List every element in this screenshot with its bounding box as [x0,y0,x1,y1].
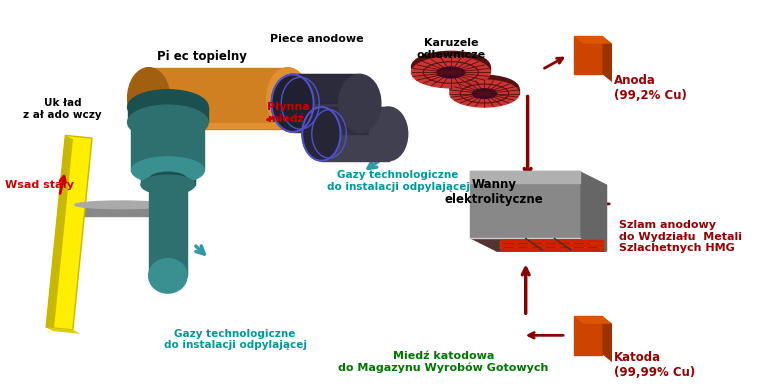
Polygon shape [470,239,607,252]
Ellipse shape [149,258,187,293]
Ellipse shape [584,241,587,243]
Ellipse shape [149,172,187,188]
Bar [322,107,389,134]
Ellipse shape [149,268,187,283]
Polygon shape [46,135,73,331]
Ellipse shape [437,67,465,78]
Ellipse shape [556,244,559,246]
Ellipse shape [271,74,314,132]
Text: Szlam anodowy
do Wydziału  Metali
Szlachetnych HMG: Szlam anodowy do Wydziału Metali Szlache… [619,220,741,253]
Bar [574,316,603,355]
Ellipse shape [450,80,519,107]
Ellipse shape [338,74,381,132]
Bar [290,77,301,89]
Bar [450,89,519,93]
Ellipse shape [267,68,309,129]
Ellipse shape [556,241,559,243]
Ellipse shape [543,244,545,246]
Bar [160,201,170,220]
Polygon shape [46,327,81,334]
Polygon shape [603,36,612,82]
Ellipse shape [543,247,545,249]
Ellipse shape [528,241,531,243]
Bar [149,68,288,129]
Ellipse shape [501,244,503,246]
Ellipse shape [514,244,517,246]
Ellipse shape [127,90,208,124]
Text: Wanny
elektrolityczne: Wanny elektrolityczne [445,178,543,206]
Ellipse shape [141,158,195,177]
Ellipse shape [528,244,531,246]
Ellipse shape [127,68,170,129]
Bar [131,122,204,170]
Polygon shape [46,135,92,330]
Bar [470,171,581,239]
Bar [411,67,490,72]
Ellipse shape [411,51,490,82]
Ellipse shape [584,247,587,249]
Ellipse shape [598,247,601,249]
Text: Płynna
miedź: Płynna miedź [267,102,309,124]
Polygon shape [603,316,612,362]
Ellipse shape [598,244,601,246]
Bar [322,107,389,161]
Ellipse shape [570,247,573,249]
Text: Katoda
(99,99% Cu): Katoda (99,99% Cu) [614,351,695,378]
Text: Wsad stały: Wsad stały [5,180,74,190]
Ellipse shape [303,107,341,161]
Ellipse shape [370,107,408,161]
Bar [293,74,360,132]
Bar [574,36,603,74]
Text: Pi ec topielny: Pi ec topielny [156,50,246,63]
Ellipse shape [570,241,573,243]
Polygon shape [149,123,288,129]
Bar [470,171,581,183]
Text: Anoda
(99,2% Cu): Anoda (99,2% Cu) [614,74,687,102]
Ellipse shape [598,241,601,243]
Text: Uk ład
z ał ado wczy: Uk ład z ał ado wczy [23,99,101,120]
Bar [355,93,364,103]
Bar [149,180,187,276]
Bar [384,127,393,137]
Bar [141,167,195,185]
Ellipse shape [75,201,168,209]
Ellipse shape [472,89,497,98]
Bar [319,115,328,124]
Text: Miedź katodowa
do Magazynu Wyrobów Gotowych: Miedź katodowa do Magazynu Wyrobów Gotow… [338,351,549,373]
Ellipse shape [514,241,517,243]
Text: Gazy technologiczne
do instalacji odpylającej: Gazy technologiczne do instalacji odpyla… [164,328,306,350]
Ellipse shape [131,109,204,136]
Ellipse shape [584,244,587,246]
Bar [127,107,208,122]
Ellipse shape [131,157,204,184]
Ellipse shape [528,247,531,249]
Polygon shape [581,171,607,252]
Text: Karuzele
odlewnicze: Karuzele odlewnicze [416,38,485,59]
Ellipse shape [501,247,503,249]
Ellipse shape [127,105,208,140]
Bar [293,74,360,103]
Ellipse shape [556,247,559,249]
Bar [75,205,168,216]
Polygon shape [574,316,612,324]
Ellipse shape [450,75,519,102]
Ellipse shape [501,241,503,243]
Text: Piece anodowe: Piece anodowe [270,34,363,44]
Ellipse shape [514,247,517,249]
Ellipse shape [411,57,490,88]
Ellipse shape [141,175,195,194]
Polygon shape [574,36,612,44]
Text: Gazy technologiczne
do instalacji odpylającej: Gazy technologiczne do instalacji odpyla… [327,170,469,192]
Ellipse shape [570,244,573,246]
Ellipse shape [543,241,545,243]
